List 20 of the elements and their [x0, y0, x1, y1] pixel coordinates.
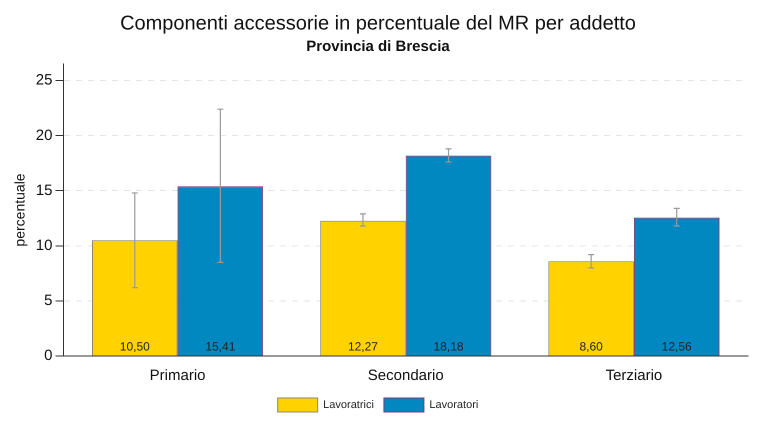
data-label: 15,41 — [205, 339, 236, 354]
chart-subtitle: Provincia di Brescia — [306, 38, 450, 56]
data-label: 8,60 — [579, 339, 604, 354]
x-tick-label: Primario — [150, 367, 206, 384]
y-tick-label: 10 — [36, 236, 52, 254]
legend-label: Lavoratori — [429, 399, 478, 412]
y-axis-title: percentuale — [11, 173, 28, 247]
data-label: 12,56 — [662, 339, 692, 354]
y-tick-label: 20 — [36, 126, 52, 144]
data-label: 10,50 — [120, 339, 150, 354]
x-tick-label: Terziario — [606, 367, 662, 384]
data-label: 18,18 — [434, 339, 464, 354]
y-tick-label: 15 — [36, 182, 52, 199]
y-tick-label: 0 — [44, 347, 52, 364]
legend-label: Lavoratrici — [323, 399, 374, 412]
y-tick-label: 25 — [36, 72, 52, 89]
chart-title: Componenti accessorie in percentuale del MR per addetto — [120, 12, 636, 35]
data-label: 12,27 — [348, 339, 378, 354]
y-tick-label: 5 — [44, 292, 52, 310]
x-tick-label: Secondario — [368, 367, 444, 384]
